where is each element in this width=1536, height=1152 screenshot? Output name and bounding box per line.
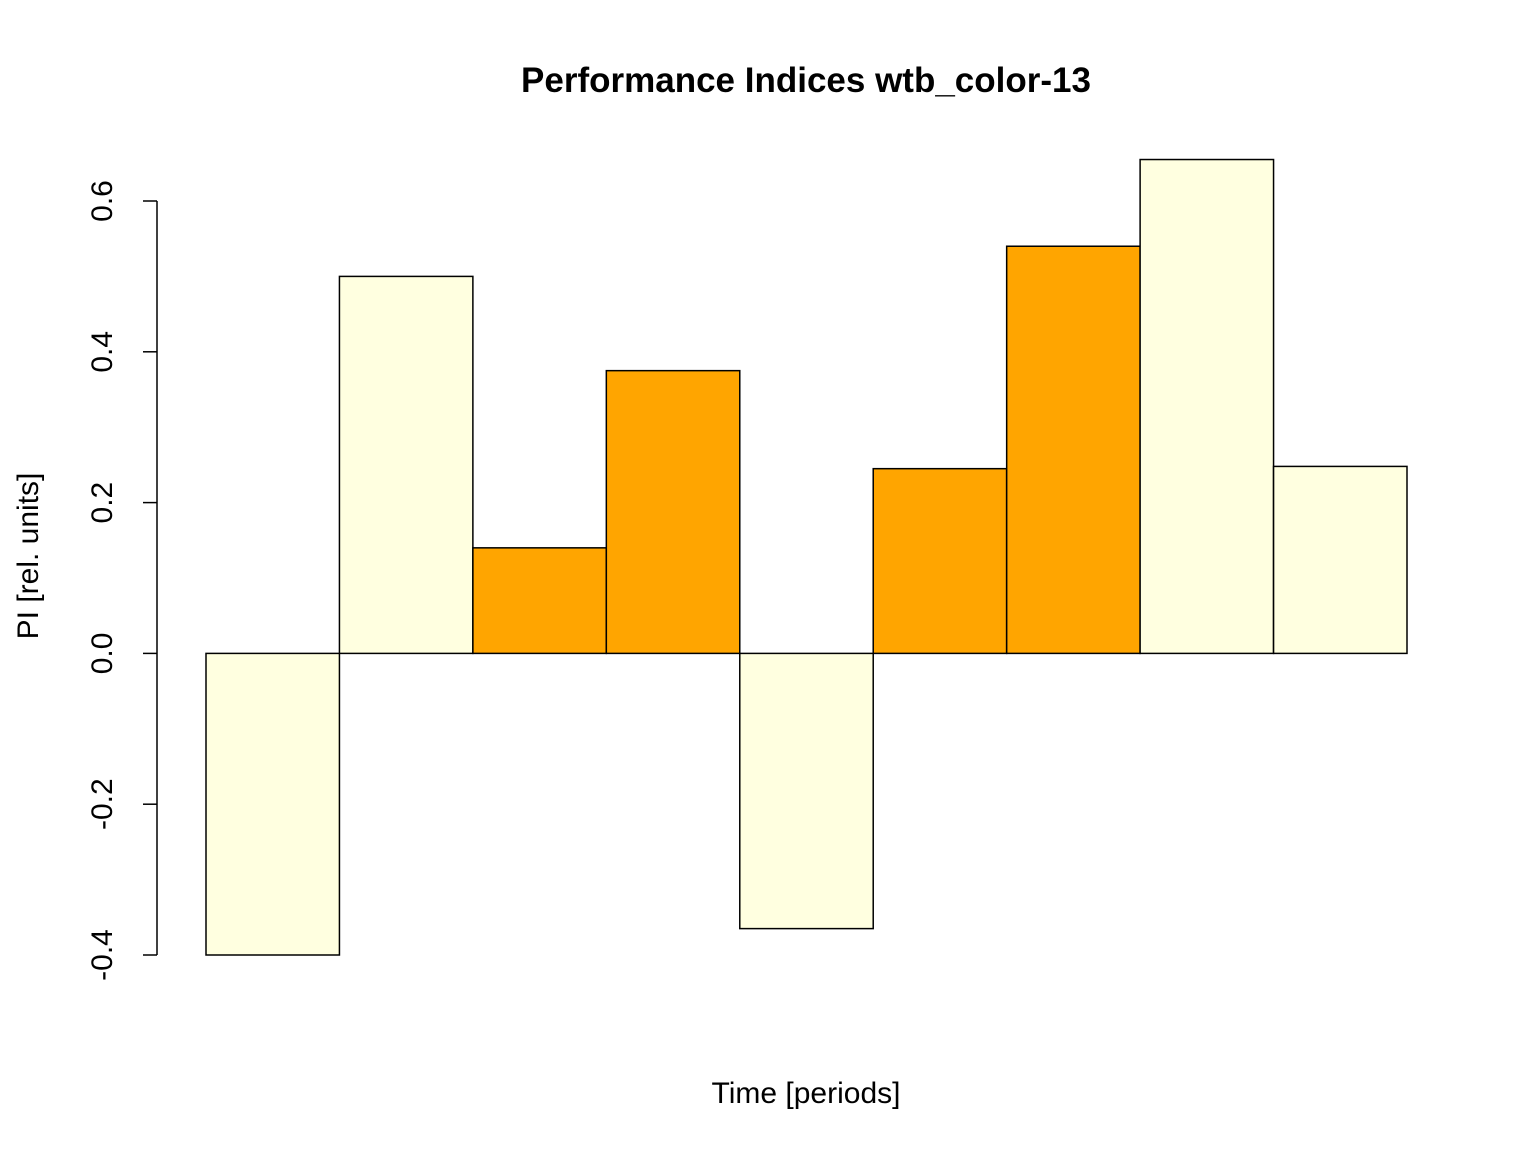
y-tick-label-2: -0.2 — [86, 778, 119, 830]
bar-1 — [205, 652, 341, 956]
chart-title: Performance Indices wtb_color-13 — [521, 61, 1091, 100]
bar-6 — [872, 467, 1008, 655]
x-axis-label: Time [periods] — [712, 1077, 901, 1110]
y-axis-label: PI [rel. units] — [12, 473, 45, 640]
bar-8 — [1139, 158, 1275, 655]
bar-5 — [739, 652, 874, 930]
bar-9 — [1272, 465, 1408, 655]
bar-4 — [605, 369, 741, 655]
y-axis: -0.4 -0.2 0.0 0.2 0.4 0.6 — [86, 180, 158, 981]
bars-group — [205, 158, 1408, 956]
bar-3 — [472, 547, 608, 655]
bar-7 — [1005, 245, 1141, 655]
y-tick-label-3: 0.0 — [86, 633, 119, 675]
y-tick-label-6: 0.6 — [86, 180, 119, 222]
bar-2 — [338, 275, 474, 655]
y-tick-label-1: -0.4 — [86, 929, 119, 981]
y-tick-label-4: 0.2 — [86, 482, 119, 524]
y-tick-label-5: 0.4 — [86, 331, 119, 373]
